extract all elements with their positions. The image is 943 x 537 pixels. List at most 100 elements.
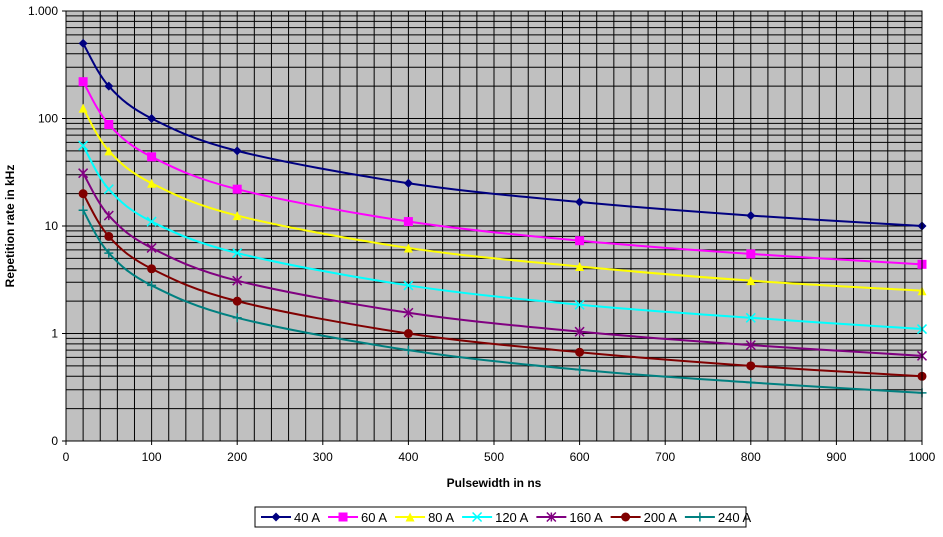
legend-item: 40 A	[261, 510, 320, 525]
x-tick-label: 900	[826, 450, 846, 464]
legend-item: 60 A	[328, 510, 387, 525]
marker-x	[78, 140, 89, 151]
marker-x	[103, 184, 114, 195]
series-80a	[78, 103, 927, 296]
legend-item: 200 A	[610, 510, 678, 525]
marker-asterisk	[574, 326, 585, 337]
legend-item: 80 A	[395, 510, 454, 525]
marker-circle	[78, 189, 88, 199]
plot-border	[65, 10, 923, 442]
marker-triangle	[403, 243, 413, 253]
x-tick-label: 600	[570, 450, 590, 464]
y-tick-label: 100	[38, 112, 58, 126]
marker-triangle	[78, 103, 88, 113]
marker-x	[472, 511, 483, 523]
y-tick-label: 0	[51, 434, 58, 448]
marker-plus	[746, 378, 756, 388]
legend-item: 240 A	[684, 510, 752, 525]
x-tick-label: 300	[313, 450, 333, 464]
marker-diamond	[575, 197, 585, 207]
marker-plus	[104, 248, 114, 258]
marker-square	[746, 249, 756, 259]
y-tick-label: 10	[45, 219, 59, 233]
marker-x	[403, 280, 414, 291]
marker-x	[232, 248, 243, 259]
legend-item: 160 A	[536, 510, 603, 525]
marker-asterisk	[146, 242, 157, 253]
marker-triangle	[405, 512, 415, 522]
marker-x	[745, 312, 756, 323]
legend-label: 80 A	[428, 510, 454, 525]
series-200a	[78, 189, 927, 381]
legend-item: 120 A	[462, 510, 529, 525]
legend: 40 A 60 A 80 A 120 A 160 A 200 A 240 A	[254, 506, 752, 528]
grid	[66, 11, 922, 441]
marker-triangle	[232, 211, 242, 221]
x-tick-label: 1000	[909, 450, 936, 464]
marker-diamond	[403, 178, 413, 188]
marker-x	[146, 216, 157, 227]
marker-asterisk	[232, 275, 243, 286]
y-axis-label: Repetition rate in kHz	[3, 165, 17, 288]
legend-label: 40 A	[294, 510, 320, 525]
x-tick-label: 400	[398, 450, 418, 464]
marker-triangle	[746, 276, 756, 286]
marker-plus	[695, 512, 705, 522]
x-tick-label: 800	[741, 450, 761, 464]
marker-plus	[575, 365, 585, 375]
marker-circle	[232, 296, 242, 306]
marker-square	[232, 184, 242, 194]
marker-diamond	[746, 211, 756, 221]
series-160a	[78, 168, 928, 361]
marker-plus	[403, 345, 413, 355]
marker-triangle	[147, 178, 157, 188]
series-120a	[78, 140, 928, 335]
legend-label: 160 A	[569, 510, 603, 525]
y-tick-label: 1.000	[28, 4, 58, 18]
marker-asterisk	[78, 168, 89, 179]
marker-x	[574, 299, 585, 310]
marker-circle	[104, 231, 114, 241]
x-tick-label: 0	[63, 450, 70, 464]
marker-triangle	[575, 262, 585, 272]
x-axis-label: Pulsewidth in ns	[447, 476, 542, 490]
marker-asterisk	[745, 340, 756, 351]
x-tick-label: 500	[484, 450, 504, 464]
series-240a	[78, 205, 927, 398]
marker-circle	[575, 347, 585, 357]
marker-square	[147, 152, 157, 162]
marker-circle	[147, 264, 157, 274]
marker-circle	[621, 512, 631, 522]
marker-asterisk	[403, 307, 414, 318]
marker-square	[78, 77, 88, 87]
marker-asterisk	[103, 210, 114, 221]
marker-triangle	[104, 146, 114, 156]
marker-diamond	[147, 114, 157, 123]
x-tick-label: 200	[227, 450, 247, 464]
legend-label: 200 A	[644, 510, 678, 525]
marker-diamond	[78, 38, 88, 48]
marker-square	[104, 119, 114, 129]
legend-label: 240 A	[718, 510, 752, 525]
marker-plus	[78, 205, 88, 215]
legend-label: 60 A	[361, 510, 387, 525]
legend-label: 120 A	[495, 510, 529, 525]
series-60a	[78, 77, 927, 269]
y-tick-label: 1	[51, 327, 58, 341]
marker-plus	[232, 313, 242, 323]
marker-square	[338, 512, 348, 522]
legend-box	[254, 506, 747, 528]
marker-plus	[147, 280, 157, 290]
marker-diamond	[232, 146, 242, 156]
marker-circle	[746, 361, 756, 371]
marker-square	[575, 236, 585, 246]
marker-diamond	[104, 81, 114, 91]
marker-asterisk	[546, 511, 557, 523]
x-tick-label: 700	[655, 450, 675, 464]
marker-circle	[403, 329, 413, 338]
ticks: 0 100 200 300 400 500 600 700 800 900 1000 0 1 10 100 1…	[28, 4, 936, 464]
series-group	[78, 38, 928, 398]
marker-square	[403, 217, 413, 227]
marker-diamond	[271, 512, 281, 522]
